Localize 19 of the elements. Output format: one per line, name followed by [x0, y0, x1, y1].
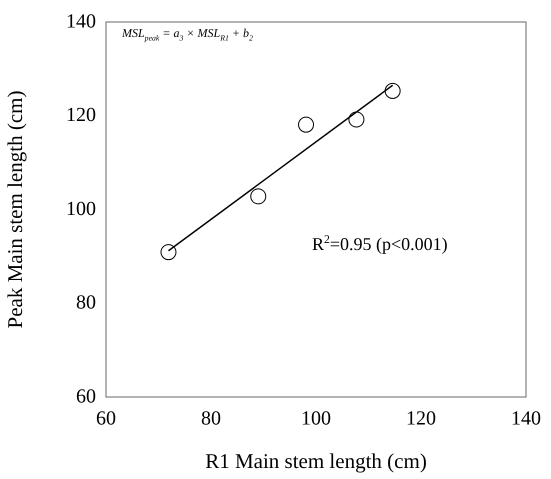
y-tick-label: 120 [66, 104, 96, 126]
point [348, 112, 364, 128]
y-axis-title: Peak Main stem length (cm) [3, 90, 28, 328]
annotation: MSL$_{peak}$ = a$_{3}$ × MSL$_{R1}$ + b$_{2}$ [122, 26, 253, 42]
y-tick-label: 60 [76, 385, 96, 408]
y-tick-label: 100 [66, 198, 96, 220]
x-tick-label: 120 [406, 407, 436, 430]
y-tick-label: 80 [76, 292, 96, 314]
x-tick-label: 100 [301, 407, 331, 430]
x-tick-label: 60 [96, 407, 116, 430]
point [384, 82, 401, 99]
point [250, 188, 266, 204]
x-axis-title: R1 Main stem length (cm) [205, 448, 427, 473]
point [298, 116, 314, 133]
point [160, 244, 176, 260]
y-tick-label: 140 [66, 10, 96, 32]
x-tick-label: 80 [201, 407, 221, 430]
annotation: R$^{2}$=0.95 (p<0.001) [312, 233, 448, 255]
x-tick-label: 140 [511, 407, 541, 430]
